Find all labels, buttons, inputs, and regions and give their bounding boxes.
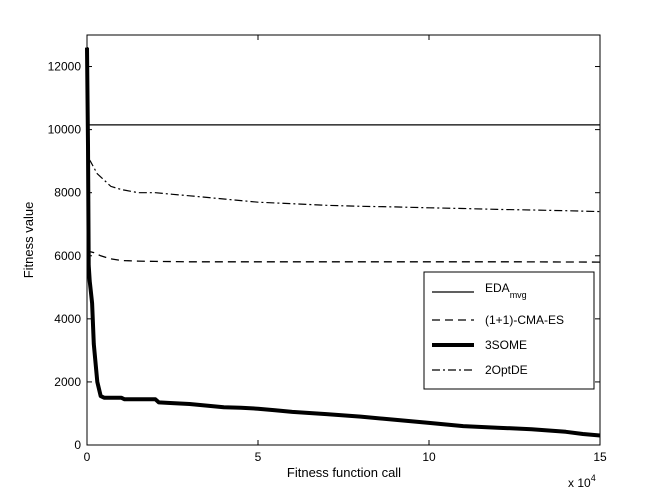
legend-label-2optde: 2OptDE <box>485 363 528 377</box>
x-tick-label: 10 <box>422 450 436 464</box>
legend-label-eda-mvg: EDAmvg <box>485 281 527 300</box>
plot-area <box>85 34 601 446</box>
x-tick-label: 5 <box>255 450 262 464</box>
x-tick-label: 15 <box>593 450 607 464</box>
legend-label-cma-es: (1+1)-CMA-ES <box>485 313 564 327</box>
x-tick-label: 0 <box>84 450 91 464</box>
series-line-1-1-cma-es <box>86 249 601 263</box>
y-tick-label: 2000 <box>54 375 81 389</box>
legend-label-3some: 3SOME <box>485 338 527 352</box>
series-line-2optde <box>86 47 601 213</box>
y-tick-label: 0 <box>74 438 81 452</box>
legend-item-eda-mvg: EDAmvg <box>432 281 527 300</box>
legend-item-2optde: 2OptDE <box>432 363 528 377</box>
x-axis-label: Fitness function call <box>287 465 401 480</box>
y-tick-label: 6000 <box>54 249 81 263</box>
series-line-3some <box>85 47 601 438</box>
y-tick-label: 10000 <box>48 123 82 137</box>
series-layer <box>85 46 601 438</box>
x-axis-multiplier-exponent: 4 <box>591 473 596 483</box>
y-tick-label: 8000 <box>54 186 81 200</box>
x-axis-multiplier-base: x 10 <box>568 476 591 490</box>
legend: EDAmvg (1+1)-CMA-ES 3SOME 2OptDE <box>423 271 595 390</box>
x-axis-multiplier: x 104 <box>568 473 596 490</box>
y-axis-label: Fitness value <box>21 202 36 279</box>
y-tick-label: 4000 <box>54 312 81 326</box>
axis-ticks: 0 5 10 15 0 2000 4000 6000 8000 10000 12000 <box>48 35 607 464</box>
legend-item-3some: 3SOME <box>432 338 527 352</box>
legend-item-cma-es: (1+1)-CMA-ES <box>432 313 564 327</box>
y-tick-label: 12000 <box>48 60 82 74</box>
